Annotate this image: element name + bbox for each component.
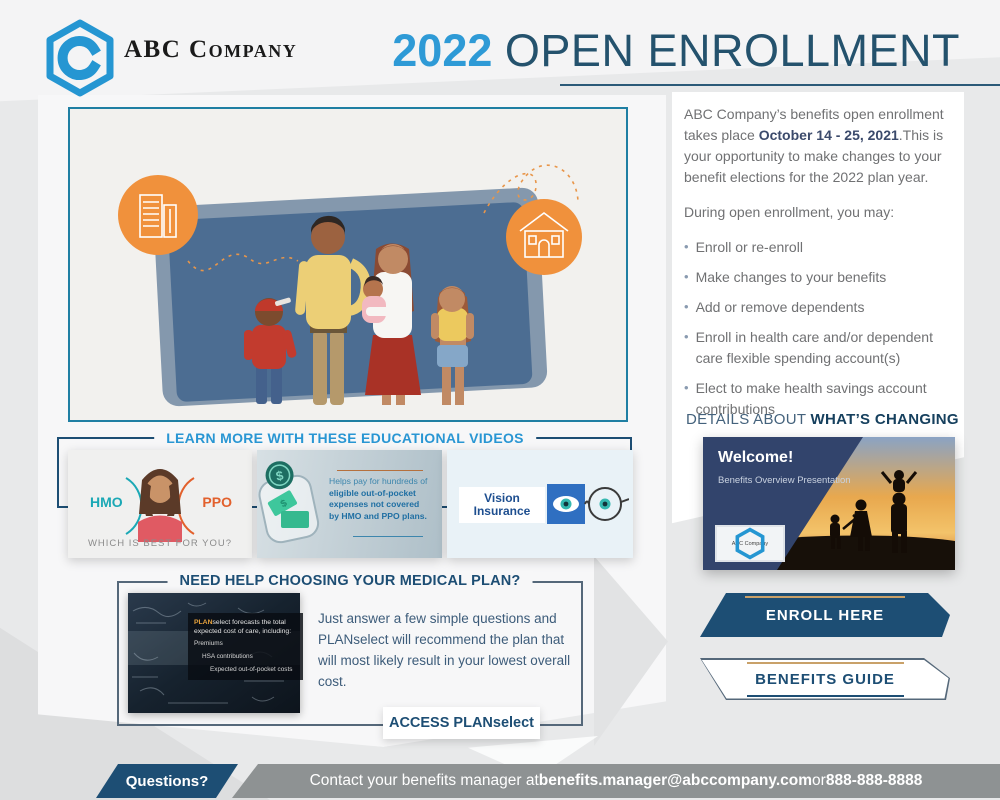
enroll-here-button[interactable]: ENROLL HERE	[700, 593, 950, 637]
planselect-description: Just answer a few simple questions and P…	[318, 611, 571, 689]
whats-changing-title: DETAILS ABOUT WHAT’S CHANGING	[686, 411, 964, 428]
list-item: • Enroll in health care and/or dependent …	[684, 327, 952, 369]
navy-accent-line	[747, 695, 904, 697]
footer-contact-bar: Contact your benefits manager at benefit…	[232, 764, 1000, 798]
glasses-icon	[547, 484, 629, 524]
whats-changing-title-bold: WHAT’S CHANGING	[810, 411, 959, 428]
planselect-overlay-intro: select forecasts the total expected cost…	[194, 619, 292, 636]
mini-logo-icon	[735, 527, 765, 560]
divider	[337, 470, 423, 471]
welcome-subtitle: Benefits Overview Presentation	[718, 475, 851, 486]
company-name: ABC Company	[124, 36, 298, 63]
footer-contact-join: or	[812, 772, 826, 789]
svg-text:$: $	[275, 467, 286, 483]
intro-p1-start: ABC Company’s benefits open enrollment t…	[684, 106, 944, 143]
family-illustration	[68, 107, 628, 422]
bullet-text: Enroll or re-enroll	[695, 239, 803, 255]
mini-logo-label: ABC Company	[731, 540, 769, 547]
video-thumbnail-fsa[interactable]: $ $ Helps pay for hundreds of eligible o…	[257, 450, 442, 558]
video-thumbnail-vision[interactable]: Vision Insurance	[447, 450, 633, 558]
ppo-label: PPO	[202, 494, 232, 510]
list-item: • Elect to make health savings account co…	[684, 378, 952, 420]
benefits-guide-button[interactable]: BENEFITS GUIDE	[700, 658, 950, 700]
planselect-video-thumbnail[interactable]: PLANselect forecasts the total expected …	[128, 593, 303, 713]
hmo-ppo-caption: WHICH IS BEST FOR YOU?	[87, 538, 233, 549]
intro-p1-end: .This is your opportunity to make change…	[684, 127, 944, 185]
planselect-overlay-text: PLANselect forecasts the total expected …	[188, 613, 303, 681]
list-item: • Make changes to your benefits	[684, 267, 952, 288]
title-underline	[560, 84, 1000, 86]
benefits-manager-email[interactable]: benefits.manager@abccompany.com	[538, 772, 813, 789]
planselect-brand: PLAN	[194, 619, 213, 626]
page-title: 2022 OPEN ENROLLMENT	[300, 25, 960, 77]
whats-changing-title-regular: DETAILS ABOUT	[686, 411, 811, 428]
bullet-icon: •	[684, 269, 689, 284]
family-silhouette	[830, 470, 918, 553]
intro-text: ABC Company’s benefits open enrollment t…	[684, 104, 952, 429]
video-logo-box: ABC Company	[715, 525, 785, 562]
videos-section-title: LEARN MORE WITH THESE EDUCATIONAL VIDEOS	[154, 428, 536, 448]
hmo-label: HMO	[90, 494, 123, 510]
bullet-text: Make changes to your benefits	[695, 269, 887, 285]
fsa-text-bold: eligible out-of-pocket expenses not cove…	[329, 487, 427, 521]
woman-illustration	[138, 469, 182, 542]
benefits-phone[interactable]: 888-888-8888	[825, 772, 923, 789]
money-jar-icon: $ $	[258, 461, 320, 544]
benefits-guide-label: BENEFITS GUIDE	[755, 670, 895, 688]
list-item: • Enroll or re-enroll	[684, 237, 952, 258]
gold-accent-line	[745, 596, 905, 598]
enrollment-dates: October 14 - 25, 2021	[758, 127, 899, 143]
bullet-text: Enroll in health care and/or dependent c…	[695, 329, 933, 366]
enroll-button-label: ENROLL HERE	[765, 606, 885, 624]
building-icon	[118, 175, 198, 255]
welcome-headline: Welcome!	[718, 449, 794, 466]
overlay-bullet: HSA contributions	[202, 652, 253, 660]
footer-contact-prefix: Contact your benefits manager at	[309, 772, 539, 789]
bullet-icon: •	[684, 239, 689, 254]
fsa-text-regular: Helps pay for hundreds of	[329, 476, 428, 486]
intro-paragraph: ABC Company’s benefits open enrollment t…	[684, 104, 952, 188]
questions-badge: Questions?	[96, 764, 238, 798]
title-year: 2022	[392, 25, 493, 76]
divider	[353, 536, 423, 537]
title-text: OPEN ENROLLMENT	[504, 25, 960, 76]
svg-text:$: $	[279, 498, 290, 511]
house-icon	[506, 199, 582, 275]
overlay-bullet: Expected out-of-pocket costs	[210, 665, 293, 673]
fsa-description: Helps pay for hundreds of eligible out-o…	[329, 476, 431, 522]
bullet-icon: •	[684, 299, 689, 314]
vision-insurance-label: Vision Insurance	[459, 487, 545, 523]
access-planselect-button[interactable]: ACCESS PLANselect	[383, 707, 540, 739]
gold-accent-line	[747, 662, 904, 664]
bullet-text: Elect to make health savings account con…	[695, 380, 927, 417]
bullet-icon: •	[684, 329, 689, 344]
family-figures	[244, 215, 474, 405]
bullet-icon: •	[684, 380, 689, 395]
benefits-overview-video[interactable]: Welcome! Benefits Overview Presentation …	[703, 437, 955, 570]
company-logo-icon	[44, 18, 116, 98]
vision-label-line1: Vision	[484, 490, 520, 505]
overlay-bullet: Premiums	[194, 640, 223, 648]
vision-label-line2: Insurance	[473, 504, 531, 518]
medical-plan-section-title: NEED HELP CHOOSING YOUR MEDICAL PLAN?	[167, 571, 533, 591]
bullet-text: Add or remove dependents	[695, 299, 865, 315]
video-thumbnail-hmo-vs-ppo[interactable]: HMO PPO WHICH IS BEST FOR YOU?	[68, 450, 252, 558]
intro-lead: During open enrollment, you may:	[684, 204, 895, 220]
list-item: • Add or remove dependents	[684, 297, 952, 318]
